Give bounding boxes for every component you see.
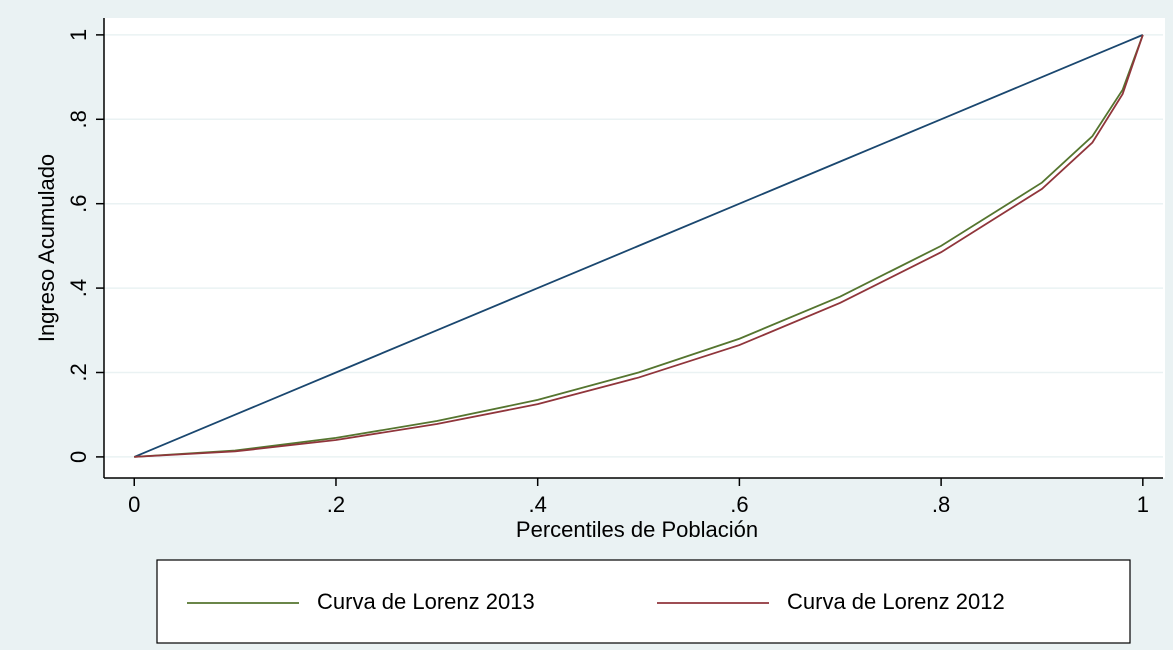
series-line	[134, 34, 1144, 458]
y-tick-label: 0	[66, 451, 91, 463]
series-line	[133, 34, 1144, 458]
x-tick-label: .4	[529, 492, 547, 517]
y-tick-label: .2	[66, 363, 91, 381]
x-tick-label: 1	[1137, 492, 1149, 517]
y-tick-label: .6	[66, 195, 91, 213]
x-tick-label: .8	[932, 492, 950, 517]
y-axis-title: Ingreso Acumulado	[34, 154, 59, 342]
legend-label: Curva de Lorenz 2012	[787, 589, 1005, 614]
y-tick-label: 1	[66, 29, 91, 41]
x-tick-label: .6	[730, 492, 748, 517]
series-line	[134, 34, 1144, 458]
legend-label: Curva de Lorenz 2013	[317, 589, 535, 614]
legend-box	[156, 559, 1131, 644]
x-tick-label: .2	[327, 492, 345, 517]
x-axis-title: Percentiles de Población	[516, 517, 758, 542]
x-tick-label: 0	[128, 492, 140, 517]
y-tick-label: .8	[66, 110, 91, 128]
y-tick-label: .4	[66, 279, 91, 297]
